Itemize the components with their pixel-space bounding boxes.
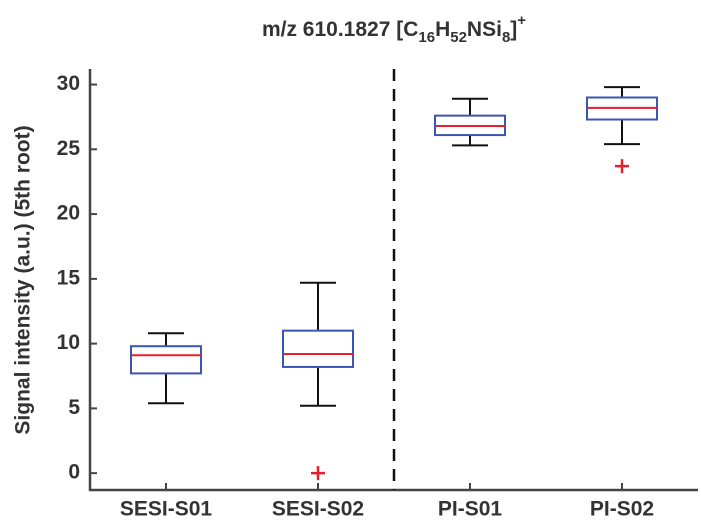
title-part: H (435, 18, 450, 41)
title-part: ] (510, 18, 517, 41)
y-tick-label: 15 (57, 266, 81, 289)
title-part: 52 (450, 29, 467, 46)
y-tick-label: 25 (57, 137, 81, 160)
chart-title: m/z 610.1827 [C16H52NSi8]+ (262, 12, 526, 46)
title-part: NSi (467, 18, 502, 41)
title-part: + (517, 12, 526, 29)
y-tick-label: 20 (57, 202, 80, 225)
y-tick-label: 30 (57, 72, 80, 95)
x-tick-label: PI-S01 (438, 498, 503, 521)
title-part: 8 (502, 29, 510, 46)
title-part: m/z 610.1827 [C (262, 18, 418, 41)
y-tick-label: 10 (57, 331, 80, 354)
outlier (615, 159, 629, 174)
outlier (311, 466, 325, 481)
y-tick-label: 5 (68, 396, 80, 419)
y-axis-label: Signal intensity (a.u.) (5th root) (12, 125, 35, 434)
box (282, 329, 354, 368)
title-part: 16 (418, 29, 435, 46)
x-tick-label: PI-S02 (590, 498, 654, 521)
y-tick-label: 0 (68, 461, 80, 484)
x-tick-label: SESI-S01 (120, 498, 213, 521)
box (130, 345, 202, 375)
x-tick-label: SESI-S02 (272, 498, 364, 521)
